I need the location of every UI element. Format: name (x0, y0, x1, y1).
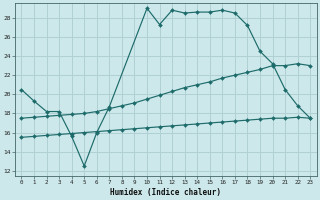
X-axis label: Humidex (Indice chaleur): Humidex (Indice chaleur) (110, 188, 221, 197)
